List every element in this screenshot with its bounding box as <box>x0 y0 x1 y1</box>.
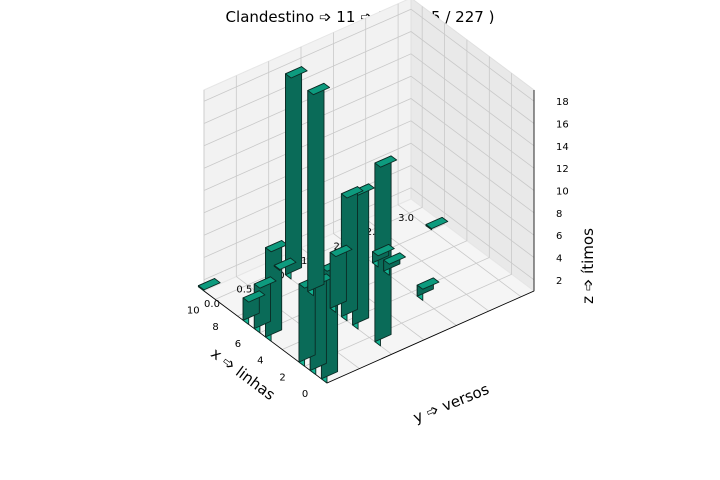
z-gridline <box>203 53 535 147</box>
y-axis-label: y ➩ versos <box>411 380 492 427</box>
bar-face-top <box>329 244 353 258</box>
z-gridline <box>203 98 535 191</box>
bar-face-side <box>307 82 325 292</box>
z-tick-label: 10 <box>556 187 569 198</box>
x-gridline <box>215 6 423 300</box>
bar-face-top <box>383 252 406 265</box>
z-tick-label: 2 <box>556 276 562 287</box>
y-tick-label: 3.0 <box>398 213 414 224</box>
bar <box>242 290 266 325</box>
y-gridline <box>332 32 457 326</box>
x-gridline <box>282 56 490 350</box>
bar-face-top <box>374 155 398 168</box>
z-tick-label: 16 <box>556 120 569 131</box>
z-tick-label: 12 <box>556 164 569 175</box>
bar-face-top <box>242 290 266 303</box>
x-tick-label: 0 <box>302 389 308 400</box>
x-tick-label: 4 <box>257 356 263 367</box>
bar-face-top <box>372 243 395 257</box>
bar <box>372 243 395 268</box>
z-tick-label: 14 <box>556 142 569 153</box>
z-axis-label: z ➩ ítimos <box>579 228 597 304</box>
z-gridline <box>203 31 535 124</box>
x-tick-label: 6 <box>235 339 241 350</box>
z-gridline <box>203 142 535 236</box>
bar <box>197 278 221 292</box>
y-tick-label: 0.5 <box>236 285 252 296</box>
x-gridline <box>304 73 513 367</box>
z-gridline <box>203 8 535 102</box>
x-axis-label: x ➩ linhas <box>208 344 279 404</box>
z-tick-label: 4 <box>556 254 562 265</box>
bar <box>298 276 322 367</box>
bar-face-top <box>273 257 297 270</box>
y-tick-label: 2.5 <box>366 227 382 238</box>
bar-face-top <box>265 240 288 253</box>
bar <box>416 277 440 301</box>
bar <box>307 82 331 297</box>
z-gridline <box>203 165 535 258</box>
bar-face-top <box>425 216 449 230</box>
bars <box>197 66 449 384</box>
bar <box>285 66 308 280</box>
bar-face-top <box>416 277 440 290</box>
bar-face-top <box>340 186 364 199</box>
y-gridline <box>397 3 522 298</box>
z-tick-label: 6 <box>556 231 562 242</box>
bar-face-side <box>285 66 303 276</box>
bar-face-top <box>285 66 308 79</box>
bar <box>425 216 449 231</box>
z-tick-label: 18 <box>556 97 569 108</box>
bar <box>383 252 406 276</box>
bar-face-top <box>253 276 277 289</box>
bar-face-top <box>197 278 221 291</box>
z-gridline <box>203 120 535 214</box>
z-tick-label: 8 <box>556 209 562 220</box>
y-axis-line <box>326 290 535 384</box>
bar-face-top <box>307 82 331 96</box>
bar <box>329 244 353 313</box>
x-tick-label: 8 <box>212 322 218 333</box>
z-gridline <box>203 75 535 169</box>
x-tick-label: 10 <box>187 305 200 316</box>
y-tick-label: 0.0 <box>204 299 220 310</box>
bar <box>273 257 297 272</box>
x-tick-label: 2 <box>279 372 285 383</box>
